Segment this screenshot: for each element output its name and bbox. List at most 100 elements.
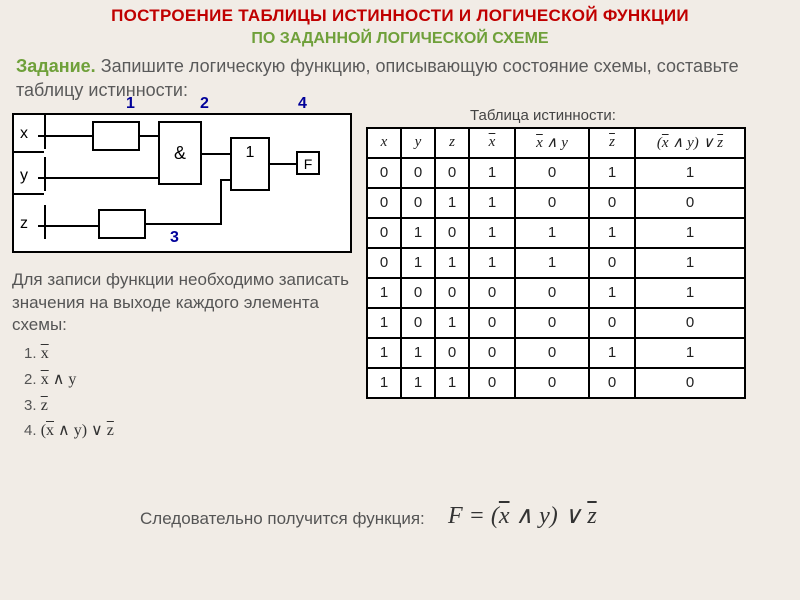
table-row: 0111101 bbox=[367, 248, 745, 278]
table-row: 0101111 bbox=[367, 218, 745, 248]
gate-or: 1 bbox=[230, 137, 270, 191]
th-y: y bbox=[401, 128, 435, 158]
table-cell: 1 bbox=[435, 248, 469, 278]
table-cell: 1 bbox=[515, 218, 589, 248]
table-cell: 0 bbox=[635, 308, 745, 338]
gate-number-1: 1 bbox=[126, 95, 135, 113]
step-1: 1. x bbox=[24, 343, 352, 365]
table-cell: 0 bbox=[401, 278, 435, 308]
table-cell: 0 bbox=[515, 158, 589, 188]
wire bbox=[202, 153, 230, 155]
truth-table: x y z x x ∧ y z (x ∧ y) ∨ z 000101100110… bbox=[366, 127, 746, 399]
divider bbox=[14, 151, 44, 153]
table-row: 1010000 bbox=[367, 308, 745, 338]
table-cell: 0 bbox=[589, 308, 635, 338]
table-cell: 1 bbox=[401, 338, 435, 368]
table-cell: 0 bbox=[515, 308, 589, 338]
table-cell: 1 bbox=[401, 218, 435, 248]
table-row: 1100011 bbox=[367, 338, 745, 368]
table-header-row: x y z x x ∧ y z (x ∧ y) ∨ z bbox=[367, 128, 745, 158]
table-cell: 1 bbox=[401, 248, 435, 278]
table-row: 1110000 bbox=[367, 368, 745, 398]
table-cell: 0 bbox=[367, 218, 401, 248]
table-cell: 0 bbox=[469, 368, 515, 398]
output-f: F bbox=[296, 151, 320, 175]
title-line2: ПО ЗАДАННОЙ ЛОГИЧЕСКОЙ СХЕМЕ bbox=[0, 30, 800, 48]
circuit-var-y: y bbox=[20, 167, 28, 185]
table-cell: 0 bbox=[515, 368, 589, 398]
explain-text: Для записи функции необходимо записать з… bbox=[12, 269, 352, 338]
circuit-var-z: z bbox=[20, 215, 28, 233]
table-row: 1000011 bbox=[367, 278, 745, 308]
step-2: 2. x ∧ y bbox=[24, 369, 352, 391]
table-cell: 1 bbox=[469, 158, 515, 188]
gate-number-4: 4 bbox=[298, 95, 307, 113]
circuit-diagram: x y z & 1 F 1 2 3 4 bbox=[12, 113, 352, 253]
gate-number-2: 2 bbox=[200, 95, 209, 113]
th-z: z bbox=[435, 128, 469, 158]
table-cell: 1 bbox=[401, 368, 435, 398]
th-notz: z bbox=[589, 128, 635, 158]
wire bbox=[220, 179, 232, 181]
wire bbox=[140, 135, 158, 137]
title-line1: ПОСТРОЕНИЕ ТАБЛИЦЫ ИСТИННОСТИ И ЛОГИЧЕСК… bbox=[0, 6, 800, 26]
table-cell: 0 bbox=[401, 188, 435, 218]
table-cell: 1 bbox=[469, 188, 515, 218]
final-formula: F = (x ∧ y) ∨ z bbox=[448, 501, 597, 530]
table-cell: 1 bbox=[435, 368, 469, 398]
table-cell: 1 bbox=[635, 338, 745, 368]
wire bbox=[146, 223, 220, 225]
table-cell: 0 bbox=[515, 188, 589, 218]
divider bbox=[14, 193, 44, 195]
table-cell: 0 bbox=[469, 338, 515, 368]
table-cell: 0 bbox=[589, 368, 635, 398]
table-cell: 1 bbox=[435, 188, 469, 218]
conclusion-text: Следовательно получится функция: bbox=[140, 509, 425, 529]
table-cell: 1 bbox=[469, 218, 515, 248]
steps-list: 1. x 2. x ∧ y 3. z 4. (x ∧ y) ∨ z bbox=[12, 343, 352, 441]
table-cell: 1 bbox=[589, 218, 635, 248]
wire bbox=[220, 179, 222, 225]
task-text: Запишите логическую функцию, описывающую… bbox=[16, 56, 739, 100]
divider bbox=[44, 115, 46, 149]
table-cell: 1 bbox=[635, 278, 745, 308]
circuit-var-x: x bbox=[20, 125, 28, 143]
table-row: 0011000 bbox=[367, 188, 745, 218]
table-cell: 0 bbox=[515, 338, 589, 368]
task-block: Задание. Запишите логическую функцию, оп… bbox=[0, 48, 800, 103]
table-cell: 0 bbox=[367, 248, 401, 278]
table-cell: 1 bbox=[367, 338, 401, 368]
divider bbox=[44, 205, 46, 239]
th-notx: x bbox=[469, 128, 515, 158]
table-cell: 1 bbox=[515, 248, 589, 278]
table-cell: 0 bbox=[435, 278, 469, 308]
table-cell: 1 bbox=[469, 248, 515, 278]
gate-number-3: 3 bbox=[170, 229, 179, 247]
explain-block: Для записи функции необходимо записать з… bbox=[12, 269, 352, 446]
table-cell: 1 bbox=[589, 278, 635, 308]
table-cell: 1 bbox=[635, 218, 745, 248]
wire bbox=[270, 163, 296, 165]
table-cell: 0 bbox=[367, 188, 401, 218]
table-cell: 1 bbox=[589, 158, 635, 188]
step-4: 4. (x ∧ y) ∨ z bbox=[24, 420, 352, 442]
table-cell: 0 bbox=[367, 158, 401, 188]
table-cell: 0 bbox=[589, 188, 635, 218]
table-cell: 1 bbox=[635, 248, 745, 278]
table-cell: 0 bbox=[635, 188, 745, 218]
table-cell: 0 bbox=[435, 338, 469, 368]
table-cell: 0 bbox=[401, 158, 435, 188]
wire bbox=[38, 177, 158, 179]
table-cell: 1 bbox=[589, 338, 635, 368]
table-cell: 0 bbox=[401, 308, 435, 338]
wire bbox=[38, 225, 98, 227]
table-row: 0001011 bbox=[367, 158, 745, 188]
divider bbox=[44, 157, 46, 191]
truth-caption: Таблица истинности: bbox=[470, 107, 616, 124]
table-cell: 0 bbox=[469, 308, 515, 338]
table-cell: 1 bbox=[435, 308, 469, 338]
table-cell: 0 bbox=[589, 248, 635, 278]
th-result: (x ∧ y) ∨ z bbox=[635, 128, 745, 158]
gate-not-x bbox=[92, 121, 140, 151]
table-cell: 0 bbox=[515, 278, 589, 308]
